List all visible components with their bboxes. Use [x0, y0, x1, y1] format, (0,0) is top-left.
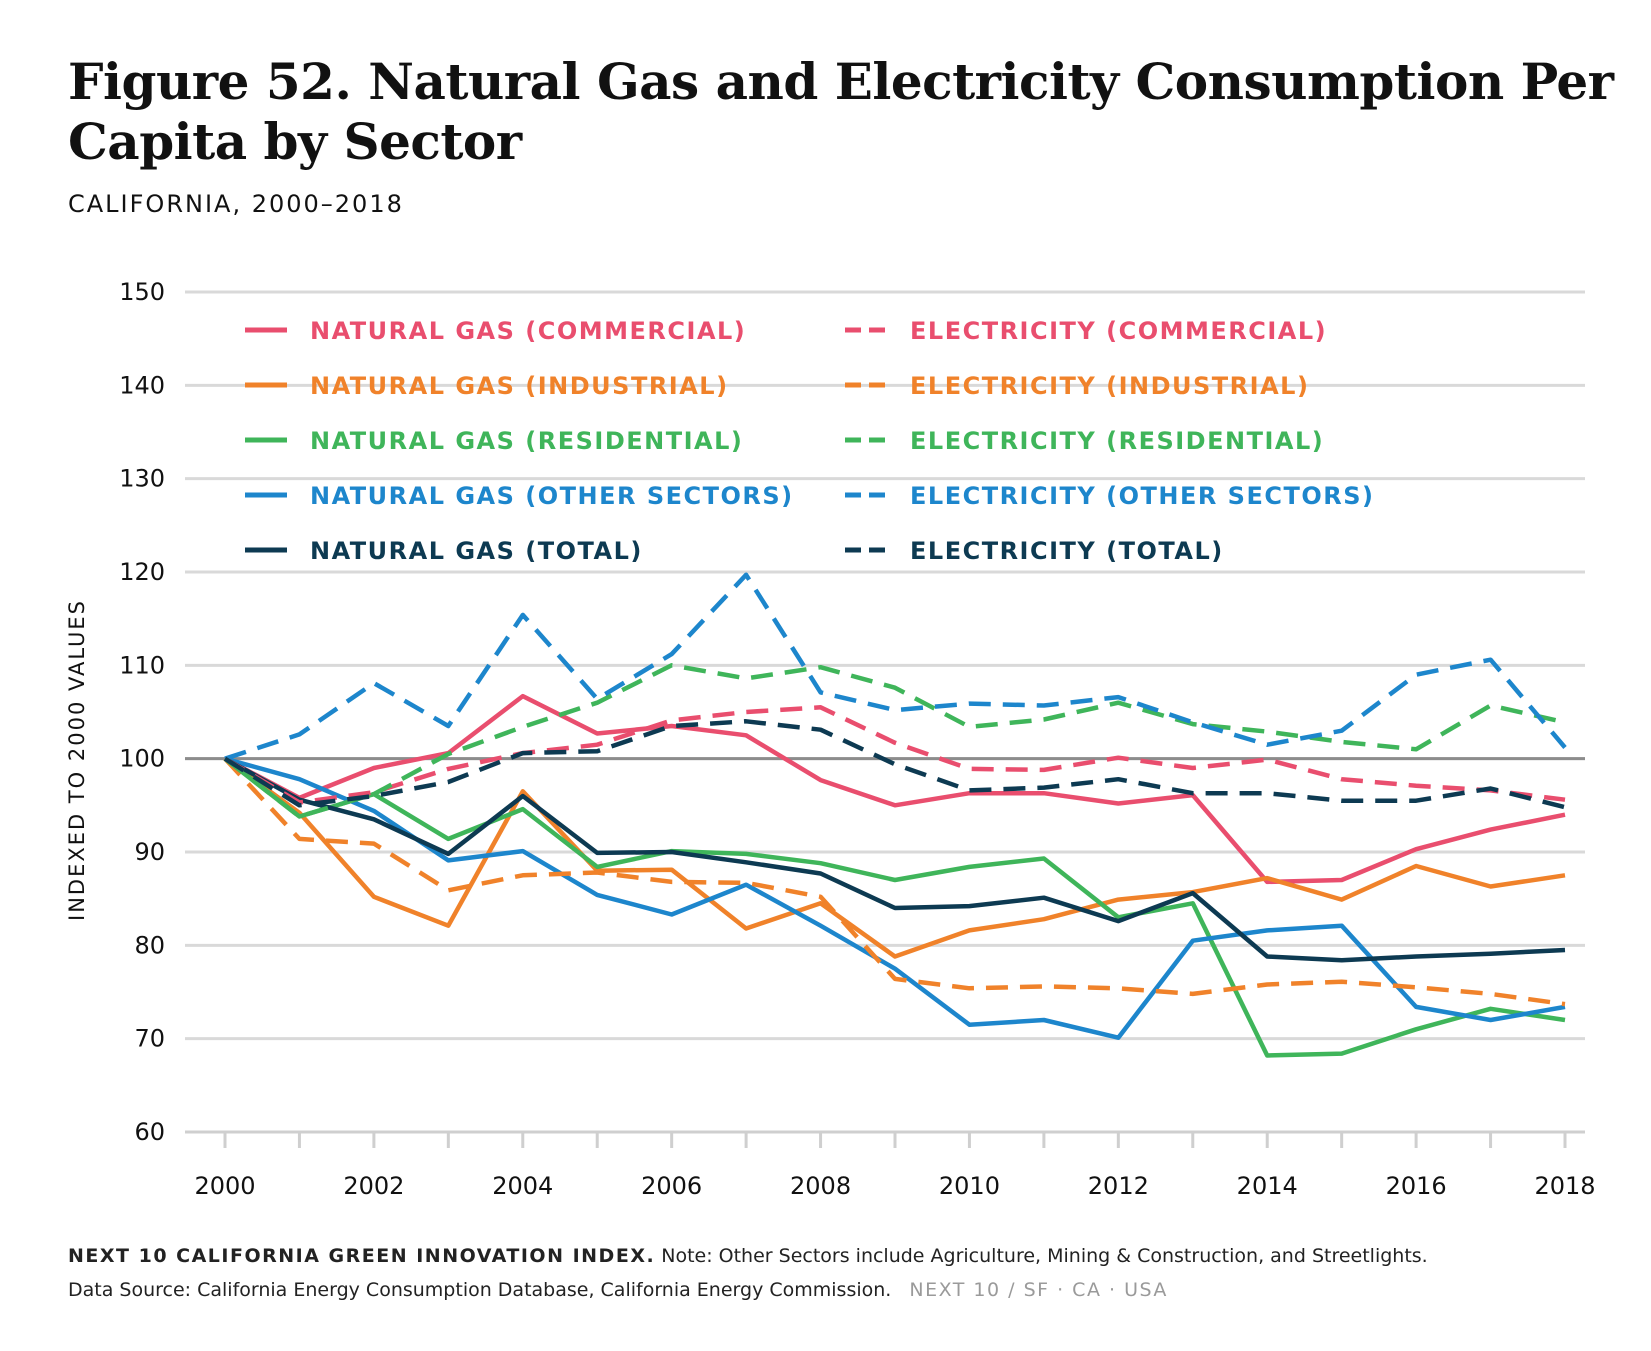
page-title: Figure 52. Natural Gas and Electricity C… [68, 52, 1614, 171]
y-tick-label: 140 [119, 371, 165, 399]
legend-label: NATURAL GAS (RESIDENTIAL) [310, 427, 743, 455]
x-tick-label: 2004 [492, 1172, 553, 1200]
y-tick-label: 100 [119, 745, 165, 773]
series-lines [223, 572, 1567, 1058]
footer-note-text: Note: Other Sectors include Agriculture,… [661, 1245, 1428, 1267]
y-tick-label: 70 [134, 1025, 165, 1053]
footer-source-text: Data Source: California Energy Consumpti… [68, 1279, 892, 1301]
series-line-9 [223, 719, 1566, 810]
legend-label: NATURAL GAS (TOTAL) [310, 537, 643, 565]
footer-brand: NEXT 10 / SF · CA · USA [909, 1279, 1168, 1301]
y-tick-label: 80 [134, 931, 165, 959]
legend-label: NATURAL GAS (COMMERCIAL) [310, 317, 746, 345]
line-chart: 60 70 80 90 100 110 120 130 140 150 2000 2002 2004 20… [65, 278, 1596, 1200]
x-tick-label: 2016 [1386, 1172, 1447, 1200]
legend: NATURAL GAS (COMMERCIAL) NATURAL GAS (IND… [245, 317, 1374, 565]
y-tick-label: 120 [119, 558, 165, 586]
grid-lines [185, 290, 1585, 1041]
series-line-0 [223, 693, 1566, 885]
x-tick-label: 2002 [343, 1172, 404, 1200]
x-tick-label: 2008 [790, 1172, 851, 1200]
legend-label: ELECTRICITY (RESIDENTIAL) [910, 427, 1324, 455]
legend-label: ELECTRICITY (COMMERCIAL) [910, 317, 1327, 345]
y-tick-label: 130 [119, 465, 165, 493]
series-line-2 [223, 756, 1566, 1058]
series-line-5 [223, 705, 1566, 805]
legend-label: NATURAL GAS (INDUSTRIAL) [310, 372, 729, 400]
legend-label: ELECTRICITY (OTHER SECTORS) [910, 482, 1374, 510]
legend-label: NATURAL GAS (OTHER SECTORS) [310, 482, 794, 510]
x-tick-label: 2012 [1088, 1172, 1149, 1200]
x-tick-label: 2010 [939, 1172, 1000, 1200]
x-tick-label: 2006 [641, 1172, 702, 1200]
series-line-3 [224, 756, 1566, 1040]
legend-label: ELECTRICITY (INDUSTRIAL) [910, 372, 1309, 400]
series-line-1 [223, 756, 1566, 959]
chart-subtitle: CALIFORNIA, 2000–2018 [68, 190, 404, 218]
series-line-4 [223, 756, 1566, 963]
y-tick-label: 90 [134, 838, 165, 866]
footer-note: NEXT 10 CALIFORNIA GREEN INNOVATION INDE… [68, 1245, 1428, 1267]
series-line-7 [223, 663, 1566, 819]
x-tick-label: 2000 [194, 1172, 255, 1200]
y-tick-label: 60 [134, 1118, 165, 1146]
series-line-8 [224, 572, 1567, 761]
y-tick-label: 150 [119, 278, 165, 306]
x-tick-label: 2018 [1534, 1172, 1595, 1200]
y-axis-title: INDEXED TO 2000 VALUES [65, 599, 89, 921]
y-tick-label: 110 [119, 651, 165, 679]
series-line-6 [223, 757, 1566, 1007]
footer-lead: NEXT 10 CALIFORNIA GREEN INNOVATION INDE… [68, 1245, 656, 1267]
x-tick-label: 2014 [1237, 1172, 1298, 1200]
axes: 60 70 80 90 100 110 120 130 140 150 2000 2002 2004 20… [119, 278, 1595, 1200]
footer-source: Data Source: California Energy Consumpti… [68, 1279, 1168, 1301]
legend-label: ELECTRICITY (TOTAL) [910, 537, 1224, 565]
